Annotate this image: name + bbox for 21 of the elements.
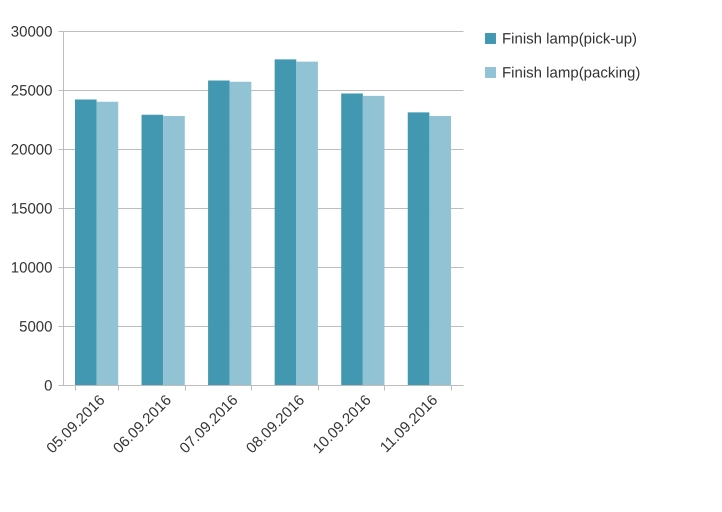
y-tick-label: 5000 (19, 318, 52, 336)
bar (429, 116, 452, 385)
bar (142, 114, 164, 385)
bar (96, 102, 118, 385)
bar (341, 94, 363, 385)
bar (408, 112, 430, 385)
bar (230, 82, 252, 385)
bar (74, 99, 97, 385)
y-tick-label: 30000 (10, 24, 52, 40)
bar (274, 59, 296, 385)
y-tick-label: 15000 (10, 200, 52, 218)
bar (362, 96, 384, 385)
y-tick-label: 20000 (10, 142, 52, 158)
y-tick-label: 0 (44, 378, 52, 394)
legend-label: Finish lamp(packing) (502, 64, 640, 82)
legend-label: Finish lamp(pick-up) (502, 30, 638, 48)
bar (163, 116, 185, 385)
bar (296, 62, 318, 385)
bar (208, 80, 230, 385)
y-tick-label: 10000 (10, 260, 52, 276)
y-tick-label: 25000 (10, 82, 52, 100)
